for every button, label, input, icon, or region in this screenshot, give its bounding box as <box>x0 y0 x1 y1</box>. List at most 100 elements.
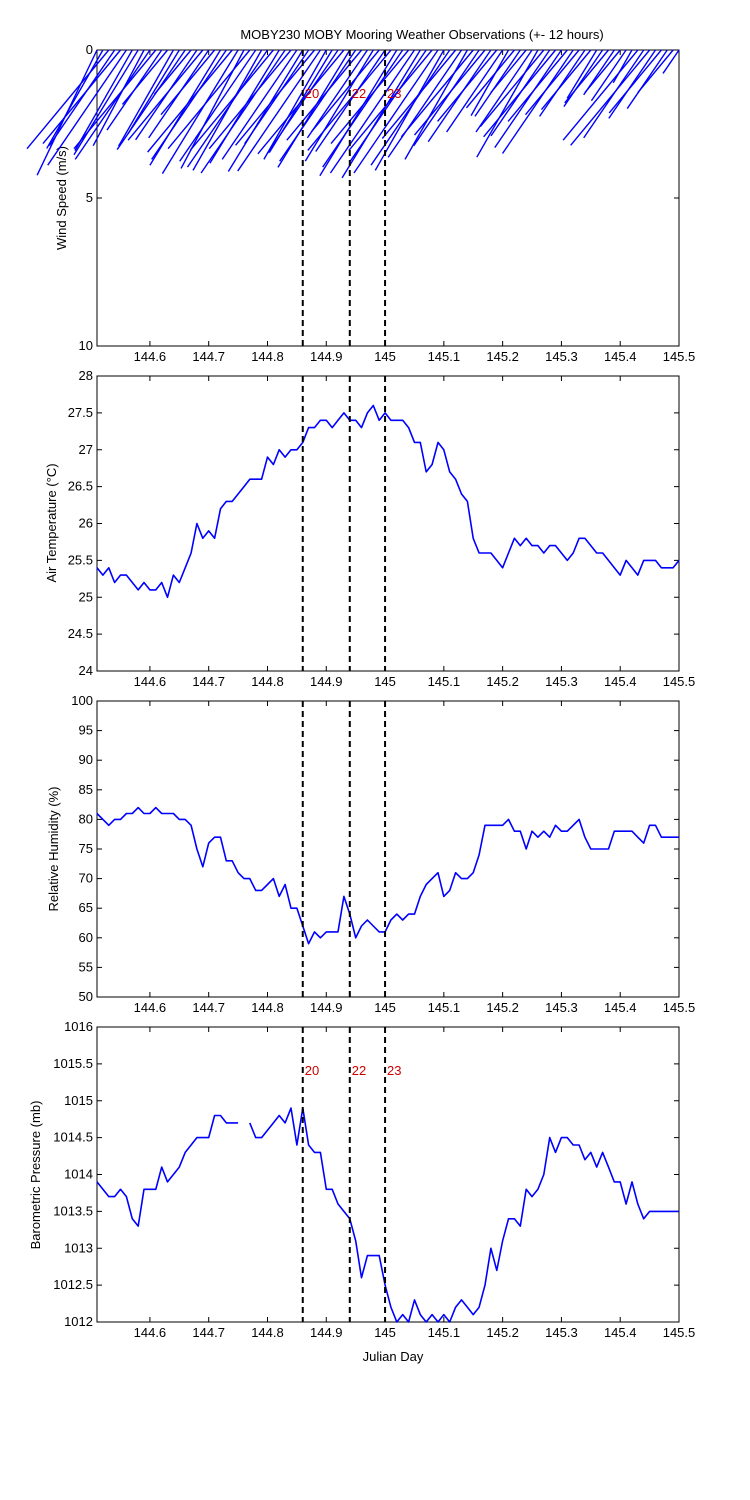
wind-speed-ytick-label: 10 <box>79 338 93 353</box>
air-temperature-xtick-label: 145.5 <box>663 674 696 689</box>
relative-humidity-xtick-label: 145.3 <box>545 1000 578 1015</box>
air-temperature-marks: 24 24.5 25 25.5 26 26.5 27 27.5 28 144.6 144.7 144.… <box>68 368 696 689</box>
wind-stick <box>153 49 192 95</box>
wind-stick <box>662 49 680 74</box>
wind-stick <box>92 49 145 146</box>
wind-stick <box>186 49 269 168</box>
wind-speed-xtick-label: 144.7 <box>192 349 225 364</box>
wind-speed-axes <box>96 49 680 347</box>
wind-speed-xtick-label: 144.6 <box>134 349 167 364</box>
event-marker-label: 23 <box>387 1063 401 1078</box>
relative-humidity-marks: 50 55 60 65 70 75 80 85 90 95 100 144.6 144.7 144.8 14… <box>71 693 695 1015</box>
wind-stick <box>608 49 657 119</box>
wind-stick <box>626 49 668 109</box>
wind-stick <box>475 49 533 133</box>
barometric-pressure-xtick-label: 145 <box>374 1325 396 1340</box>
wind-stick <box>151 49 227 160</box>
barometric-pressure-xtick-label: 144.8 <box>251 1325 284 1340</box>
wind-stick <box>501 49 574 154</box>
wind-speed-panel: Wind Speed (m/s) <box>54 49 680 347</box>
air-temperature-ytick-label: 26.5 <box>68 479 93 494</box>
wind-stick <box>590 49 627 102</box>
wind-stick <box>46 49 104 149</box>
wind-speed-xtick-label: 145.5 <box>663 349 696 364</box>
barometric-pressure-ytick-label: 1016 <box>64 1019 93 1034</box>
air-temperature-ytick-label: 27.5 <box>68 405 93 420</box>
barometric-pressure-xtick-label: 144.6 <box>134 1325 167 1340</box>
barometric-pressure-xtick-label: 145.5 <box>663 1325 696 1340</box>
wind-stick <box>167 49 251 150</box>
wind-stick <box>381 49 457 139</box>
relative-humidity-xtick-label: 144.8 <box>251 1000 284 1015</box>
air-temperature-ytick-label: 24 <box>79 663 93 678</box>
barometric-pressure-xtick-label: 144.7 <box>192 1325 225 1340</box>
wind-stick <box>349 49 427 162</box>
wind-stick <box>310 49 380 133</box>
barometric-pressure-ylabel: Barometric Pressure (mb) <box>28 1101 43 1250</box>
barometric-pressure-ytick-label: 1014 <box>64 1167 93 1182</box>
humidity-line <box>96 806 679 945</box>
air-temperature-ytick-label: 24.5 <box>68 626 93 641</box>
event-marker-label: 20 <box>305 1063 319 1078</box>
air-temperature-ytick-label: 26 <box>79 516 93 531</box>
event-marker-label: 22 <box>352 86 366 101</box>
wind-stick <box>584 49 621 93</box>
relative-humidity-ytick-label: 100 <box>71 693 93 708</box>
relative-humidity-ytick-label: 65 <box>79 900 93 915</box>
event-marker-label: 20 <box>305 86 319 101</box>
wind-stick <box>48 49 116 147</box>
wind-stick <box>279 49 357 162</box>
barometric-pressure-ytick-label: 1015.5 <box>53 1056 93 1071</box>
relative-humidity-ytick-label: 95 <box>79 723 93 738</box>
wind-speed-xtick-label: 145.3 <box>545 349 578 364</box>
wind-stick <box>161 49 239 175</box>
relative-humidity-xtick-label: 145.4 <box>604 1000 637 1015</box>
air-temperature-axes <box>96 375 680 672</box>
pressure-line <box>96 1107 679 1323</box>
air-temperature-panel: Air Temperature (°C) <box>44 375 680 672</box>
wind-stick <box>237 49 321 172</box>
wind-speed-ylabel: Wind Speed (m/s) <box>54 146 69 250</box>
relative-humidity-xtick-label: 145.5 <box>663 1000 696 1015</box>
air-temperature-xtick-label: 144.6 <box>134 674 167 689</box>
wind-stick <box>562 49 639 141</box>
relative-humidity-xtick-label: 145.2 <box>486 1000 519 1015</box>
air-temperature-ytick-label: 25.5 <box>68 552 93 567</box>
barometric-pressure-ytick-label: 1013 <box>64 1240 93 1255</box>
wind-stick <box>73 49 139 156</box>
relative-humidity-ylabel: Relative Humidity (%) <box>46 787 61 912</box>
barometric-pressure-ytick-label: 1015 <box>64 1093 93 1108</box>
barometric-pressure-ytick-label: 1012 <box>64 1314 93 1329</box>
wind-stick <box>413 49 486 136</box>
wind-stick <box>446 49 504 133</box>
wind-stick <box>566 49 598 99</box>
wind-stick <box>244 49 310 145</box>
wind-stick <box>74 49 133 151</box>
wind-stick <box>73 49 157 150</box>
temperature-line <box>96 404 680 599</box>
wind-stick <box>47 49 127 166</box>
wind-stick <box>479 49 545 128</box>
wind-stick <box>227 49 304 172</box>
wind-stick <box>257 49 345 155</box>
wind-stick <box>74 49 151 160</box>
air-temperature-xtick-label: 145.4 <box>604 674 637 689</box>
wind-stick <box>116 49 186 150</box>
wind-stick <box>189 49 274 151</box>
wind-stick <box>277 49 351 168</box>
event-marker-label: 23 <box>387 86 401 101</box>
relative-humidity-ytick-label: 70 <box>79 871 93 886</box>
air-temperature-xtick-label: 145.3 <box>545 674 578 689</box>
relative-humidity-xtick-label: 144.6 <box>134 1000 167 1015</box>
wind-stick <box>474 49 521 117</box>
relative-humidity-ytick-label: 75 <box>79 841 93 856</box>
relative-humidity-ytick-label: 90 <box>79 752 93 767</box>
wind-stick <box>263 49 327 160</box>
wind-stick <box>465 49 515 109</box>
barometric-pressure-ytick-label: 1012.5 <box>53 1277 93 1292</box>
relative-humidity-ytick-label: 55 <box>79 959 93 974</box>
barometric-pressure-axes <box>96 1026 680 1323</box>
barometric-pressure-ytick-label: 1013.5 <box>53 1203 93 1218</box>
wind-stick <box>235 49 316 146</box>
